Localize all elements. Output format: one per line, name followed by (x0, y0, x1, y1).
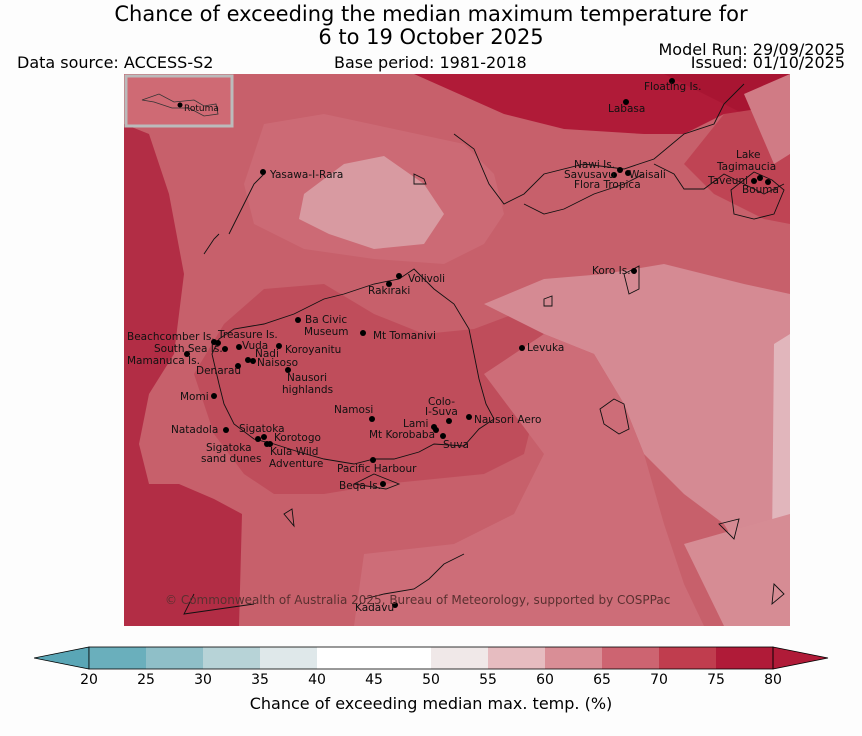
place-label: Koro Is. (592, 265, 631, 277)
title-line-1: Chance of exceeding the median maximum t… (114, 2, 748, 26)
colorbar-tick-label: 75 (707, 672, 725, 688)
place-label: Namosi (334, 404, 374, 416)
place-label: Floating Is. (644, 81, 702, 93)
place-label: Nawi Is. (574, 159, 616, 171)
colorbar-tick-label: 25 (137, 672, 155, 688)
colorbar-segment (374, 647, 431, 669)
place-label: Ba Civic (305, 314, 348, 326)
place-label: Volivoli (408, 273, 446, 285)
colorbar-segment (146, 647, 203, 669)
place-label: Bouma (742, 184, 779, 196)
place-label: Yasawa-I-Rara (270, 169, 344, 181)
place-label: Waisali (629, 169, 666, 181)
colorbar-segment (89, 647, 146, 669)
colorbar-frame (88, 646, 774, 670)
colorbar-tick-label: 30 (194, 672, 212, 688)
place-label: Mamanuca Is. (127, 355, 200, 367)
title-line-2: 6 to 19 October 2025 (318, 25, 544, 49)
place-label: Flora Tropica (574, 179, 641, 191)
place-label: Momi (180, 391, 209, 403)
place-label: Tagimaucia (717, 161, 777, 173)
probability-map (124, 74, 790, 626)
place-label: Pacific Harbour (337, 463, 417, 475)
colorbar-segment (602, 647, 659, 669)
colorbar-segment (203, 647, 260, 669)
colorbar-tick-label: 55 (479, 672, 497, 688)
place-label: Suva (443, 439, 469, 451)
place-label: Levuka (527, 342, 565, 354)
colorbar-tick-label: 50 (422, 672, 440, 688)
place-label: Treasure Is. (218, 329, 278, 341)
colorbar-tick-label: 35 (251, 672, 269, 688)
place-label: Korotogo (274, 432, 321, 444)
colorbar-segment (659, 647, 716, 669)
place-label: Vuda (242, 340, 269, 352)
place-label: Kula Wild (270, 446, 319, 458)
place-label: I-Suva (425, 406, 458, 418)
colorbar-segment (716, 647, 773, 669)
colorbar-segment (545, 647, 602, 669)
data-source: Data source: ACCESS-S2 (17, 53, 214, 72)
place-label: Lake (736, 149, 761, 161)
colorbar-tick-label: 45 (365, 672, 383, 688)
place-label: Labasa (608, 103, 646, 115)
colorbar-tick-label: 40 (308, 672, 326, 688)
colorbar (34, 646, 829, 670)
colorbar-segment (317, 647, 374, 669)
colorbar-tick-label: 65 (593, 672, 611, 688)
colorbar-tick-label: 20 (80, 672, 98, 688)
place-label: sand dunes (201, 453, 262, 465)
place-label: Sigatoka (239, 423, 285, 435)
issued-date: Issued: 01/10/2025 (690, 53, 845, 72)
colorbar-tick-label: 60 (536, 672, 554, 688)
place-label: Savusavu (564, 169, 615, 181)
inset-label: Rotuma (184, 104, 219, 114)
place-label: Rakiraki (368, 285, 411, 297)
model-run: Model Run: 29/09/2025 (658, 40, 846, 59)
place-label: Mt Korobaba (369, 429, 436, 441)
place-label: Beachcomber Is. (127, 331, 215, 343)
place-label: Kadavu (355, 602, 395, 614)
place-label: Natadola (171, 424, 219, 436)
colorbar-tick-label: 70 (650, 672, 668, 688)
place-label: Nausori (287, 372, 328, 384)
copyright-notice: © Commonwealth of Australia 2025, Bureau… (165, 593, 671, 607)
colorbar-segment (488, 647, 545, 669)
place-label: Colo- (428, 396, 456, 408)
colorbar-segment (431, 647, 488, 669)
place-label: Denarau (196, 365, 242, 377)
place-label: Naisoso (257, 357, 298, 369)
colorbar-segment (260, 647, 317, 669)
place-label: highlands (282, 384, 334, 396)
colorbar-arrow-low (34, 646, 90, 670)
colorbar-tick-label: 80 (764, 672, 782, 688)
colorbar-label: Chance of exceeding median max. temp. (%… (249, 694, 613, 713)
place-label: Nausori Aero (474, 414, 542, 426)
base-period: Base period: 1981-2018 (334, 53, 527, 72)
place-label: Museum (304, 326, 349, 338)
place-label: Mt Tomanivi (373, 330, 436, 342)
place-label: South Sea Is. (154, 343, 223, 355)
place-label: Adventure (269, 458, 324, 470)
place-label: Koroyanitu (285, 344, 342, 356)
place-label: Beqa Is. (339, 480, 382, 492)
place-label: Taveuni (708, 175, 749, 187)
colorbar-arrow-high (772, 646, 829, 670)
place-label: Lami (403, 418, 429, 430)
place-label: Nadi (255, 348, 279, 360)
place-label: Sigatoka (206, 442, 252, 454)
